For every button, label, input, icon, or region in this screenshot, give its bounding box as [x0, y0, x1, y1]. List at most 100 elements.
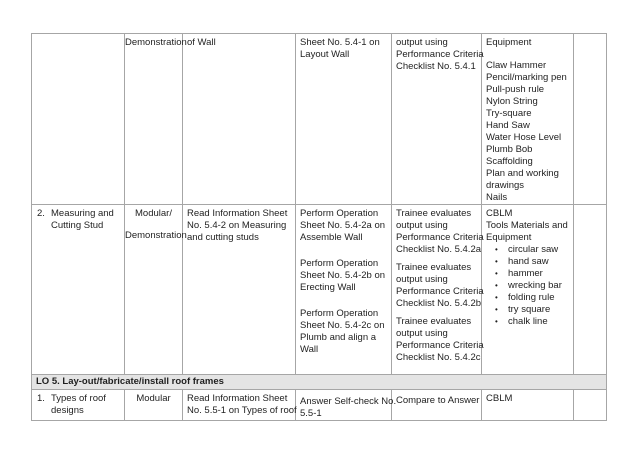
bullet-item: • try square — [495, 304, 569, 316]
bullet-text: hand saw — [508, 256, 549, 267]
bullet-text: circular saw — [508, 244, 559, 255]
text-line: CBLM — [486, 208, 513, 219]
bullet-icon: • — [495, 317, 498, 326]
text-line: 5.5-1 — [300, 408, 322, 419]
text-line: Checklist No. 5.4.1 — [396, 61, 476, 72]
cell-resources: CBLM — [481, 389, 574, 421]
item-text: Measuring and Cutting Stud — [51, 208, 114, 232]
text-line: Performance Criteria — [396, 49, 484, 60]
text-line: of Wall — [187, 37, 216, 48]
text-line: Equipment — [486, 232, 532, 243]
text-line: Answer Self-check No. — [300, 396, 397, 407]
equipment-item: Plumb Bob — [486, 144, 533, 155]
bullet-icon: • — [495, 305, 498, 314]
table-row: Demonstration of Wall Sheet No. 5.4-1 on… — [31, 33, 607, 205]
cell-methods: Modular — [124, 389, 183, 421]
text-line: Erecting Wall — [300, 282, 356, 293]
text-line: Performance Criteria — [396, 286, 484, 297]
text-line: Perform Operation — [300, 308, 379, 319]
bullet-icon: • — [495, 245, 498, 254]
numbered-item: 2. Measuring and Cutting Stud — [36, 208, 120, 232]
equipment-item: Claw Hammer — [486, 60, 547, 71]
numbered-item: 1. Types of roof designs — [36, 393, 120, 417]
equipment-list: Claw Hammer Pencil/marking pen Pull-push r… — [486, 60, 569, 204]
feedback-paragraph: Trainee evaluates output using Performance… — [396, 316, 484, 364]
text-line: CBLM — [486, 393, 513, 404]
lo-header-cell: LO 5. Lay-out/fabricate/install roof fra… — [31, 374, 607, 390]
cell-methods: Modular/ Demonstration — [124, 204, 187, 375]
text-line: Performance Criteria — [396, 340, 484, 351]
text-line: output using — [396, 220, 448, 231]
feedback-paragraph: Trainee evaluates output using Performance… — [396, 262, 484, 310]
item-number: 2. — [37, 208, 45, 219]
bullet-icon: • — [495, 293, 498, 302]
cell-methods: Demonstration — [124, 33, 187, 205]
cell-resources: CBLM Tools Materials and Equipment • circu… — [481, 204, 574, 375]
bullet-text: wrecking bar — [508, 280, 562, 291]
practice-paragraph: Perform Operation Sheet No. 5.4-2b on Erec… — [300, 258, 387, 294]
equipment-item: Plan and working — [486, 168, 559, 179]
text-line: No. 5.4-2 on Measuring — [187, 220, 287, 231]
equipment-item: Try-square — [486, 108, 532, 119]
cell-resources: Equipment Claw Hammer Pencil/marking pen P… — [481, 33, 574, 205]
resources-heading: CBLM Tools Materials and Equipment — [486, 208, 569, 244]
cell-feedback: output using Performance Criteria Checklis… — [391, 33, 484, 205]
cell-contents: 2. Measuring and Cutting Stud — [31, 204, 125, 375]
text-line: Demonstration — [125, 37, 187, 48]
cell-practice: Sheet No. 5.4-1 on Layout Wall — [295, 33, 392, 205]
text-line: Measuring and — [51, 208, 114, 219]
practice-paragraph: Answer Self-check No. 5.5-1 — [300, 396, 397, 420]
bullet-item: • hand saw — [495, 256, 569, 268]
bullet-item: • chalk line — [495, 316, 569, 328]
bullet-text: folding rule — [508, 292, 555, 303]
text-line: Layout Wall — [300, 49, 350, 60]
text-line: Sheet No. 5.4-2b on — [300, 270, 386, 281]
methods-line: Demonstration — [125, 230, 187, 241]
text-line: Performance Criteria — [396, 232, 484, 243]
cell-contents: 1. Types of roof designs — [31, 389, 125, 421]
bullet-icon: • — [495, 269, 498, 278]
equipment-item: Pencil/marking pen — [486, 72, 567, 83]
text-line: Read Information Sheet — [187, 208, 288, 219]
text-line: Trainee evaluates — [396, 208, 472, 219]
cell-contents — [31, 33, 125, 205]
text-line: Cutting Stud — [51, 220, 104, 231]
cell-presentation: Read Information Sheet No. 5.5-1 on Types… — [182, 389, 297, 421]
bullet-icon: • — [495, 281, 498, 290]
feedback-paragraph: Trainee evaluates output using Performance… — [396, 208, 484, 256]
lo-header-row: LO 5. Lay-out/fabricate/install roof fra… — [31, 374, 607, 390]
text-line: Compare to Answer — [396, 395, 480, 406]
methods-line: Modular/ — [135, 208, 172, 219]
table-row: 1. Types of roof designs Modular Read Inf… — [31, 389, 607, 421]
practice-paragraph: Perform Operation Sheet No. 5.4-2c on Plum… — [300, 308, 387, 356]
equipment-item: Hand Saw — [486, 120, 530, 131]
text-line: Types of roof — [51, 393, 106, 404]
bullet-item: • circular saw — [495, 244, 569, 256]
text-line: output using — [396, 37, 448, 48]
bullet-text: try square — [508, 304, 551, 315]
bullet-item: • wrecking bar — [495, 280, 569, 292]
text-line: Checklist No. 5.4.2c — [396, 352, 481, 363]
text-line: Tools Materials and — [486, 220, 568, 231]
text-line: Checklist No. 5.4.2b — [396, 298, 482, 309]
cell-time — [573, 204, 607, 375]
text-line: designs — [51, 405, 84, 416]
cell-presentation: Read Information Sheet No. 5.4-2 on Measu… — [182, 204, 296, 375]
bullet-icon: • — [495, 257, 498, 266]
cell-time — [573, 389, 607, 421]
text-line: Sheet No. 5.4-2c on — [300, 320, 385, 331]
text-line: Sheet No. 5.4-2a on — [300, 220, 386, 231]
cell-feedback: Compare to Answer — [391, 389, 482, 421]
equipment-item: Water Hose Level — [486, 132, 562, 143]
cell-practice: Answer Self-check No. 5.5-1 — [295, 389, 397, 421]
session-plan-table: Demonstration of Wall Sheet No. 5.4-1 on… — [31, 33, 607, 421]
text-line: Checklist No. 5.4.2a — [396, 244, 482, 255]
text-line: Read Information Sheet — [187, 393, 288, 404]
text-line: Assemble Wall — [300, 232, 363, 243]
bullet-item: • folding rule — [495, 292, 569, 304]
text-line: Perform Operation — [300, 258, 379, 269]
text-line: and cutting studs — [187, 232, 259, 243]
text-line: Trainee evaluates — [396, 262, 472, 273]
item-number: 1. — [37, 393, 45, 404]
